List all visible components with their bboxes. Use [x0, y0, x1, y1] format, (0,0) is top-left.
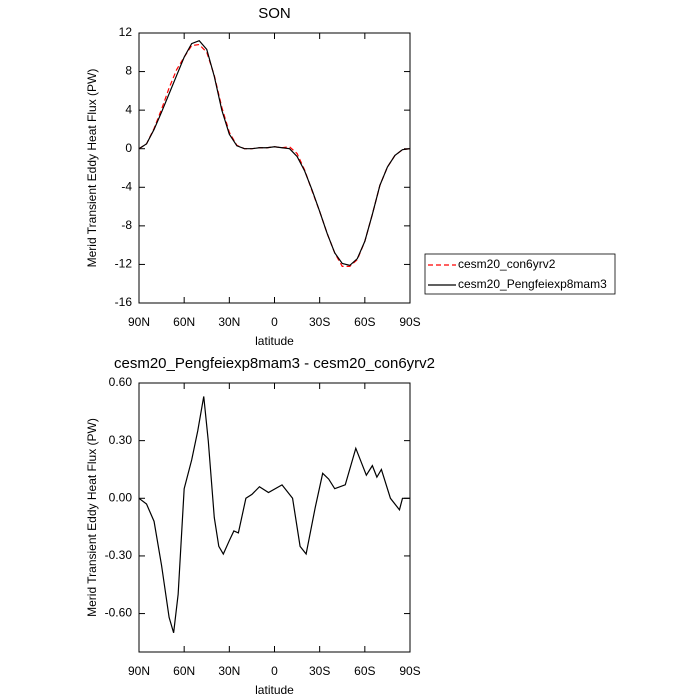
- x-tick-label: 0: [271, 664, 278, 678]
- panel: SON latitude Merid Transient Eddy Heat Flu…: [85, 5, 616, 348]
- chart-title: SON: [258, 5, 291, 22]
- x-tick-label: 0: [271, 315, 278, 329]
- y-tick-label: 8: [125, 64, 132, 78]
- legend-box: [424, 253, 616, 295]
- legend-label: cesm20_con6yrv2: [458, 257, 556, 271]
- x-tick-label: 60N: [173, 664, 195, 678]
- data-line: [138, 396, 410, 633]
- y-tick-label: -16: [115, 295, 133, 309]
- y-tick-label: -0.60: [105, 606, 133, 620]
- y-tick-label: -4: [121, 179, 132, 193]
- plot-frame: [138, 32, 411, 304]
- x-tick-label: 90N: [128, 315, 150, 329]
- panel: cesm20_Pengfeiexp8mam3 - cesm20_con6yrv2…: [85, 355, 435, 697]
- x-tick-label: 60S: [354, 315, 375, 329]
- x-tick-label: 30N: [218, 664, 240, 678]
- y-tick-label: 4: [125, 102, 132, 116]
- legend-label: cesm20_Pengfeiexp8mam3: [458, 277, 607, 291]
- y-axis-label: Merid Transient Eddy Heat Flux (PW): [85, 69, 99, 268]
- y-tick-label: 0.30: [109, 433, 133, 447]
- y-tick-label: 12: [119, 25, 133, 39]
- y-axis-label: Merid Transient Eddy Heat Flux (PW): [85, 418, 99, 617]
- x-tick-label: 90S: [399, 664, 420, 678]
- x-tick-label: 60N: [173, 315, 195, 329]
- y-tick-label: -12: [115, 257, 133, 271]
- x-axis-label: latitude: [255, 334, 294, 348]
- y-tick-label: -8: [121, 218, 132, 232]
- x-tick-label: 90S: [399, 315, 420, 329]
- x-tick-label: 30S: [309, 664, 330, 678]
- data-line: [138, 43, 411, 267]
- plot-frame: [138, 382, 411, 653]
- y-tick-label: 0: [125, 141, 132, 155]
- y-tick-label: 0.00: [109, 490, 133, 504]
- chart-title: cesm20_Pengfeiexp8mam3 - cesm20_con6yrv2: [114, 355, 435, 372]
- data-line: [138, 39, 411, 267]
- x-tick-label: 60S: [354, 664, 375, 678]
- x-tick-label: 90N: [128, 664, 150, 678]
- y-tick-label: -0.30: [105, 548, 133, 562]
- x-axis-label: latitude: [255, 683, 294, 697]
- x-tick-label: 30S: [309, 315, 330, 329]
- x-tick-label: 30N: [218, 315, 240, 329]
- y-tick-label: 0.60: [109, 375, 133, 389]
